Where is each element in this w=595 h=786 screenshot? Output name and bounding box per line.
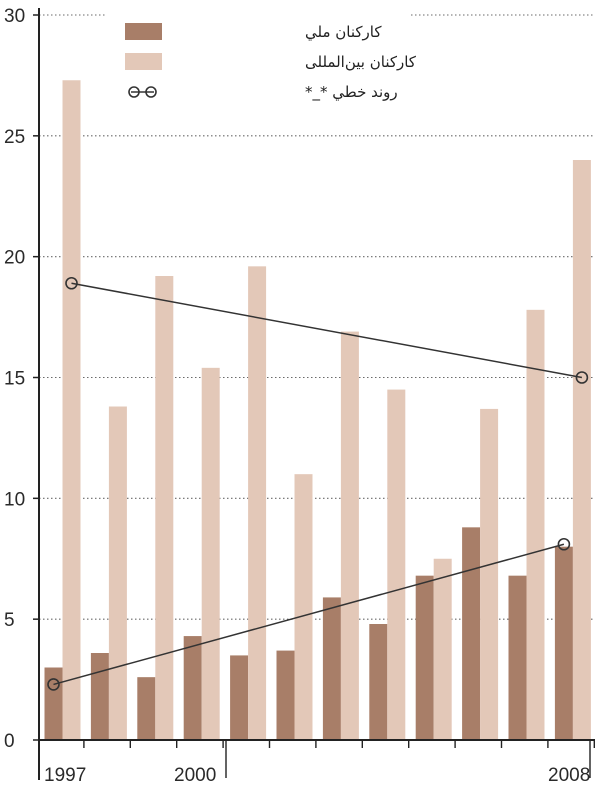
trend-point [47,678,60,691]
legend: کارکنان ملي کارکنان بين‌المللی روند خطي *_… [125,23,417,102]
legend-trend-marker [145,86,157,98]
bar-international-2005 [433,558,452,740]
trend-line-national [53,543,565,686]
y-tick-label-15: 15 [4,369,25,390]
bar-international-2004 [387,389,406,740]
x-tick-labels: 1997 2000 2008 [44,765,590,786]
bar-international-2006 [480,408,499,740]
bar-international-2008 [572,160,591,740]
x-tick-label-2000: 2000 [174,765,216,786]
bar-national-1997 [44,667,63,740]
bar-national-2005 [415,575,434,740]
bars [44,80,591,740]
legend-national-swatch [125,23,162,40]
axes [33,8,595,780]
bar-national-2008 [554,546,573,740]
bar-national-2002 [276,650,295,740]
trend-point [65,276,78,290]
legend-international-swatch [125,53,162,70]
y-tick-label-0: 0 [4,731,15,752]
y-tick-label-5: 5 [4,610,15,631]
y-tick-label-10: 10 [4,489,25,510]
trend-point [575,371,589,384]
bar-national-1999 [137,677,156,740]
bar-national-1998 [90,653,109,740]
y-tick-label-20: 20 [4,248,25,269]
trend-point [557,537,571,551]
bar-international-1998 [108,406,127,740]
legend-backdrop [105,8,410,22]
x-tick-label-1997: 1997 [44,765,86,786]
bar-international-2002 [294,474,313,740]
bar-national-2004 [369,624,388,740]
y-tick-label-25: 25 [4,127,25,148]
bar-national-2007 [508,575,527,740]
legend-trend-marker [128,86,140,98]
legend-trend-label: روند خطي *_* [305,83,398,102]
bar-national-2001 [230,655,249,740]
bar-national-2003 [322,597,341,740]
bar-international-2007 [526,309,545,740]
bar-international-2001 [248,266,267,740]
bar-national-2006 [462,527,481,740]
grid-lines [39,8,595,620]
bar-international-2000 [201,367,220,740]
bar-international-2003 [340,331,359,740]
legend-international-label: کارکنان بين‌المللی [305,53,417,71]
bar-national-2000 [183,636,202,740]
bar-international-1997 [62,80,81,740]
trend-line-international [71,282,583,379]
trend-lines [47,276,589,691]
x-tick-label-2008: 2008 [548,765,590,786]
bar-international-1999 [155,276,174,740]
y-tick-label-30: 30 [4,6,25,27]
y-tick-labels: 0 5 10 15 20 25 30 [4,6,25,752]
legend-national-label: کارکنان ملي [305,23,382,42]
